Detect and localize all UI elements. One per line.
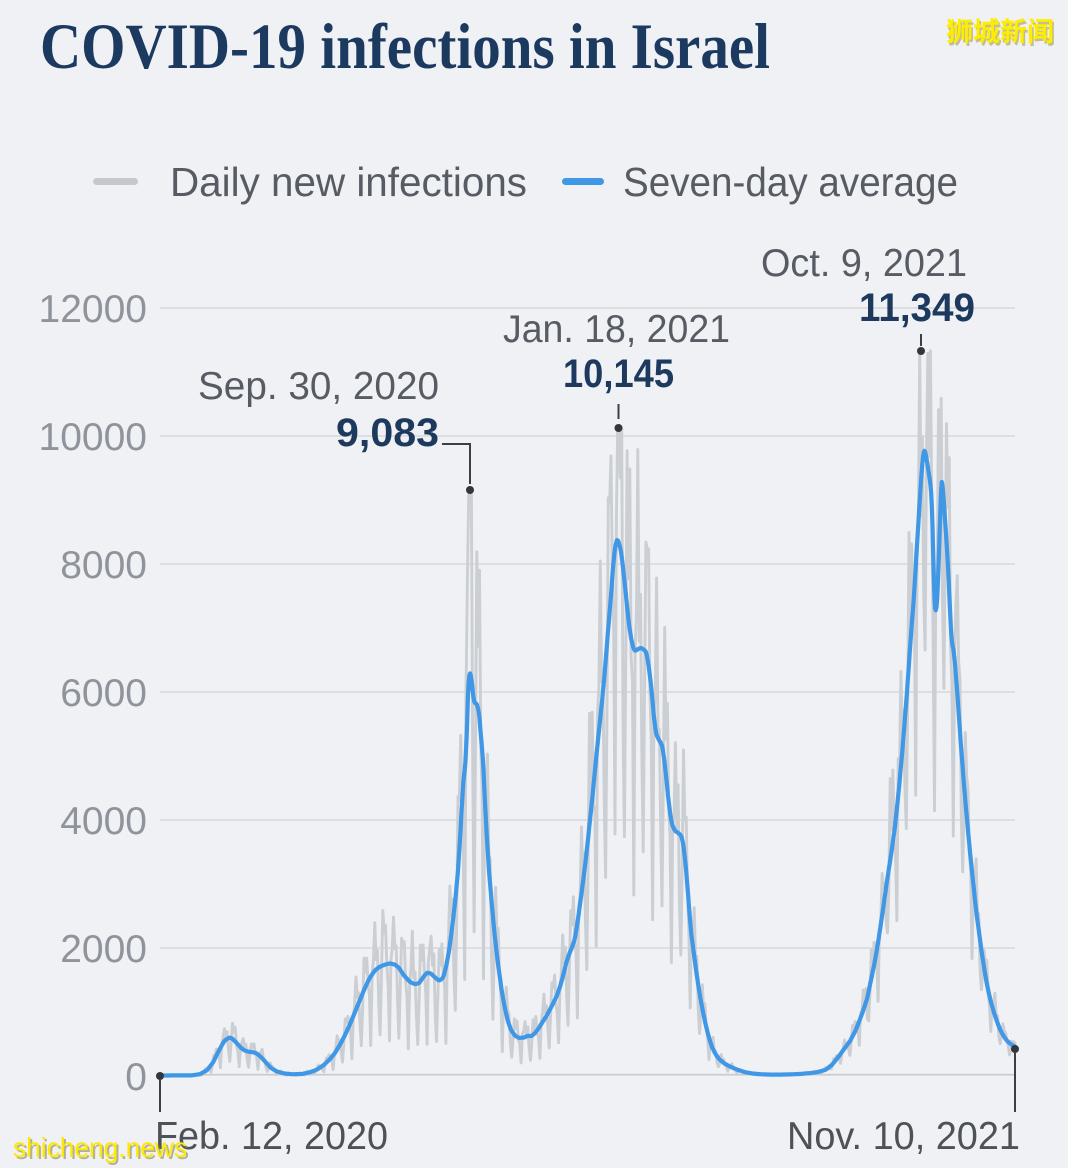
svg-text:Sep. 30, 2020: Sep. 30, 2020 (198, 365, 439, 408)
svg-text:Seven-day average: Seven-day average (623, 159, 958, 205)
svg-text:Nov. 10, 2021: Nov. 10, 2021 (787, 1115, 1020, 1158)
svg-text:10,145: 10,145 (563, 352, 674, 396)
svg-text:0: 0 (125, 1056, 147, 1099)
svg-text:12000: 12000 (39, 288, 147, 331)
svg-text:8000: 8000 (60, 544, 147, 587)
svg-text:Daily new infections: Daily new infections (170, 159, 527, 205)
svg-text:shicheng.news: shicheng.news (15, 1134, 189, 1165)
svg-text:Feb. 12, 2020: Feb. 12, 2020 (155, 1115, 388, 1158)
svg-text:6000: 6000 (60, 672, 147, 715)
svg-text:10000: 10000 (39, 416, 147, 459)
svg-text:4000: 4000 (60, 800, 147, 843)
svg-text:9,083: 9,083 (336, 411, 439, 455)
svg-text:11,349: 11,349 (859, 286, 975, 330)
svg-text:Oct. 9, 2021: Oct. 9, 2021 (761, 242, 967, 285)
svg-text:2000: 2000 (60, 928, 147, 971)
svg-text:COVID-19 infections in Israel: COVID-19 infections in Israel (40, 11, 770, 83)
svg-text:shicheng.news: shicheng.news (13, 1132, 187, 1163)
svg-text:Jan. 18, 2021: Jan. 18, 2021 (503, 308, 730, 351)
